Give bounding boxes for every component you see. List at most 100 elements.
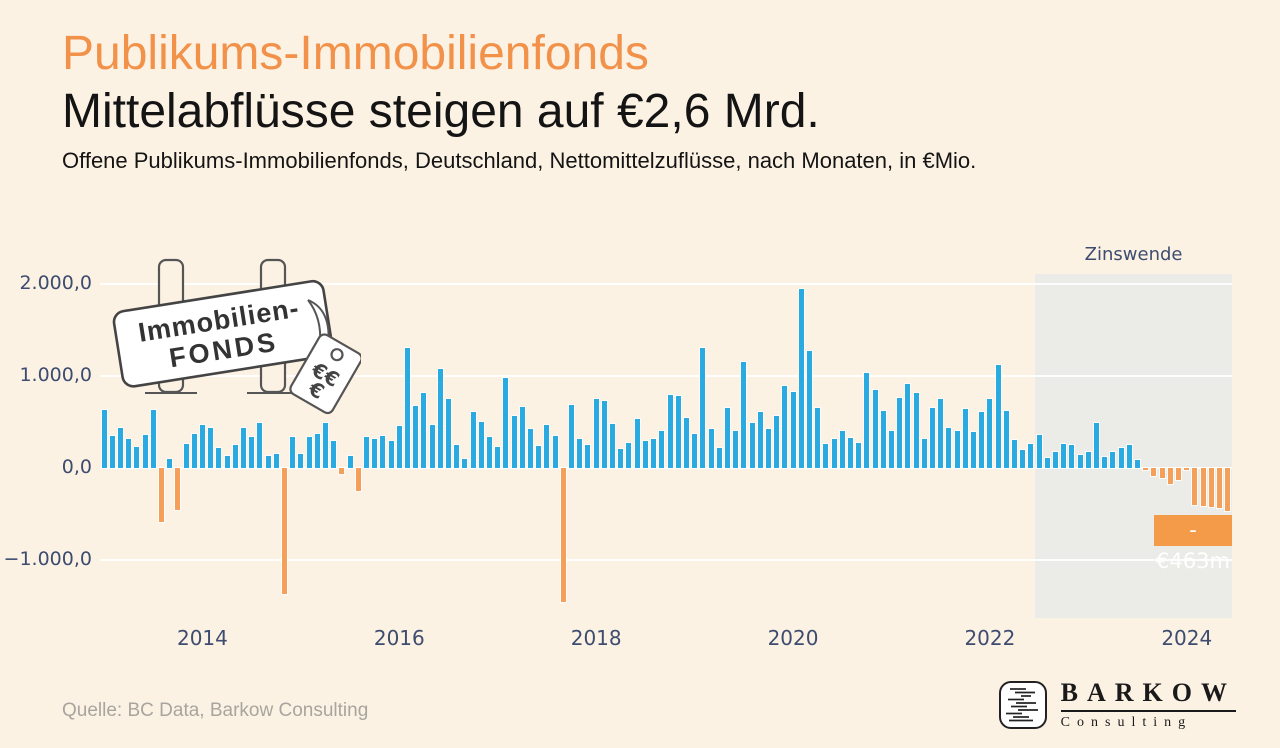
bar-2016-06 <box>437 368 443 468</box>
bar-2020-05 <box>823 443 829 468</box>
x-tick-label-2018: 2018 <box>570 626 622 650</box>
bar-2024-04 <box>1208 468 1214 507</box>
bar-2013-12 <box>191 434 197 468</box>
bar-2014-07 <box>249 436 255 468</box>
bar-2017-04 <box>519 406 525 468</box>
bar-2023-02 <box>1094 423 1100 468</box>
bar-2020-01 <box>790 391 796 468</box>
bar-2019-03 <box>708 428 714 468</box>
bar-2018-12 <box>683 417 689 468</box>
bar-2021-10 <box>962 408 968 468</box>
bar-2013-10 <box>175 468 181 511</box>
bar-chart: 2.000,0 1.000,0 0,0 −1.000,0 -€463m 2014 201… <box>0 272 1280 654</box>
bar-2023-12 <box>1176 468 1182 480</box>
bar-2024-02 <box>1192 468 1198 505</box>
chart-description: Offene Publikums-Immobilienfonds, Deutsc… <box>62 148 977 173</box>
bar-2018-06 <box>634 418 640 468</box>
bar-2014-05 <box>232 444 238 468</box>
bar-2014-06 <box>240 427 246 468</box>
y-tick-label: 1.000,0 <box>19 364 92 386</box>
bar-2020-12 <box>880 410 886 468</box>
bar-2015-11 <box>380 436 386 468</box>
bar-2013-09 <box>167 458 173 468</box>
bar-2013-04 <box>126 439 132 468</box>
bar-2014-11 <box>281 468 287 595</box>
bar-2013-02 <box>109 435 115 468</box>
x-axis: 2014 2016 2018 2020 2022 2024 <box>100 626 1232 654</box>
bar-2022-02 <box>995 364 1001 468</box>
bar-2024-01 <box>1184 468 1190 470</box>
bar-2018-08 <box>651 439 657 468</box>
last-value-label: -€463m <box>1154 514 1232 573</box>
bar-2023-04 <box>1110 451 1116 468</box>
bar-2016-09 <box>462 458 468 468</box>
bar-2014-02 <box>208 428 214 468</box>
bar-2014-10 <box>273 454 279 468</box>
bar-2016-07 <box>446 399 452 468</box>
bar-2023-05 <box>1118 447 1124 468</box>
bar-2023-06 <box>1126 445 1132 468</box>
bar-2022-12 <box>1077 455 1083 468</box>
bar-2015-01 <box>298 454 304 468</box>
bar-2022-06 <box>1028 443 1034 468</box>
bar-2020-08 <box>847 437 853 468</box>
bar-2019-04 <box>716 448 722 468</box>
y-axis: 2.000,0 1.000,0 0,0 −1.000,0 <box>0 272 92 618</box>
bar-2016-01 <box>396 426 402 468</box>
bar-2015-02 <box>306 437 312 468</box>
bar-2023-10 <box>1159 468 1165 479</box>
bar-2015-04 <box>322 422 328 468</box>
bar-2017-10 <box>569 405 575 468</box>
bar-2021-12 <box>979 412 985 468</box>
x-tick-label-2016: 2016 <box>373 626 425 650</box>
bar-2022-11 <box>1069 444 1075 468</box>
bar-2018-04 <box>618 449 624 468</box>
y-tick-label: −1.000,0 <box>3 548 92 570</box>
bar-2014-09 <box>265 456 271 468</box>
bar-2021-05 <box>921 439 927 468</box>
bar-2018-01 <box>593 399 599 468</box>
bar-2019-12 <box>782 386 788 468</box>
bar-2014-12 <box>290 436 296 468</box>
bar-2020-07 <box>839 431 845 468</box>
bar-2016-12 <box>487 437 493 468</box>
bar-2023-01 <box>1085 452 1091 468</box>
gridline-0 <box>100 467 1232 469</box>
bar-2014-01 <box>199 424 205 468</box>
bar-2019-07 <box>741 362 747 468</box>
bar-2013-01 <box>101 410 107 468</box>
bar-2022-08 <box>1044 458 1050 468</box>
bar-2016-04 <box>421 393 427 468</box>
bar-2019-01 <box>692 433 698 468</box>
bar-2021-06 <box>929 408 935 468</box>
bar-2021-03 <box>905 383 911 468</box>
x-tick-label-2014: 2014 <box>176 626 228 650</box>
bar-2019-08 <box>749 423 755 468</box>
bar-2022-04 <box>1012 440 1018 468</box>
y-tick-label: 0,0 <box>61 456 92 478</box>
bar-2021-11 <box>971 431 976 468</box>
bar-2016-10 <box>470 411 476 468</box>
bar-2013-07 <box>150 410 156 468</box>
bar-2015-08 <box>355 468 361 492</box>
bar-2016-05 <box>429 424 435 468</box>
bar-2016-08 <box>454 444 460 468</box>
plot-area: -€463m <box>100 274 1232 618</box>
bar-2017-03 <box>511 415 517 468</box>
bar-2017-06 <box>536 445 542 468</box>
bar-2015-06 <box>339 468 345 475</box>
bar-2019-02 <box>700 347 706 468</box>
bar-2019-09 <box>757 411 763 468</box>
sign-board: Immobilien- FONDS <box>112 279 334 388</box>
bar-2013-03 <box>117 428 123 468</box>
bar-2017-09 <box>560 468 566 603</box>
bar-2020-06 <box>831 439 837 468</box>
barkow-logo: BARKOW Consulting <box>998 678 1236 731</box>
price-tag: €€ € <box>289 299 361 415</box>
bar-2014-03 <box>216 448 222 468</box>
bar-2022-05 <box>1020 449 1026 468</box>
zinswende-label: Zinswende <box>1084 244 1183 265</box>
x-tick-label-2022: 2022 <box>964 626 1016 650</box>
gridline-1000 <box>100 375 1232 377</box>
bar-2018-11 <box>675 396 681 468</box>
